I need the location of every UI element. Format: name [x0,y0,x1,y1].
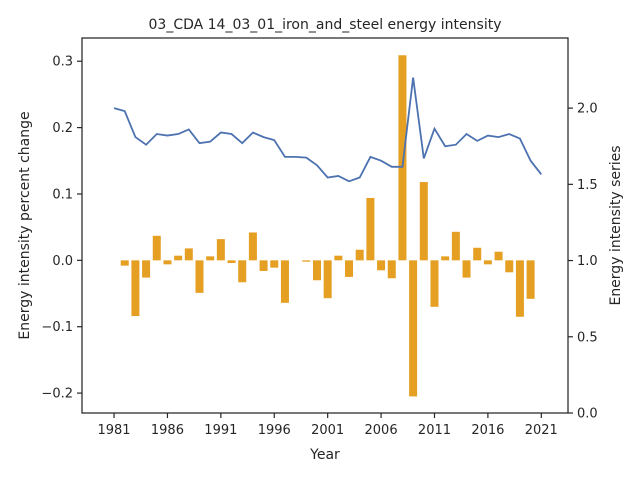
y-left-tick-label: −0.1 [41,320,73,335]
y-left-tick-label: 0.1 [52,187,73,202]
bar-1985 [152,235,161,261]
bar-1982 [120,260,129,266]
bar-1996 [270,260,279,268]
y-right-tick-label: 0.0 [577,407,598,422]
x-tick-label: 2016 [471,423,504,438]
y-axis-right: 0.0 0.5 1.0 1.5 2.0 [568,102,598,422]
x-tick-label: 2011 [418,423,451,438]
y-right-tick-label: 2.0 [577,102,598,117]
x-tick-label: 1981 [97,423,130,438]
x-axis-title: Year [309,447,340,463]
x-tick-label: 1991 [204,423,237,438]
y-right-tick-label: 0.5 [577,330,598,345]
bar-2012 [441,256,450,261]
bar-1997 [280,260,289,303]
x-axis: 1981 1986 1991 1996 2001 2006 2011 2016 2021 [97,413,558,438]
x-tick-label: 1986 [151,423,184,438]
bar-series [120,55,535,397]
bar-1991 [216,239,225,261]
bar-2005 [366,197,375,261]
bar-1989 [195,260,204,293]
bar-1999 [302,260,311,262]
chart-title: 03_CDA 14_03_01_iron_and_steel energy in… [149,17,502,33]
bar-2014 [462,260,471,278]
bar-2018 [505,260,514,273]
y-left-tick-label: 0.2 [52,121,73,136]
bar-1984 [142,260,151,278]
y-left-tick-label: 0.0 [52,254,73,269]
y-axis-right-title: Energy intensity series [608,145,624,305]
bar-2004 [355,249,364,261]
bar-1983 [131,260,140,317]
bar-2006 [377,260,386,271]
energy-intensity-series-line [113,77,543,183]
bar-2016 [483,260,492,265]
y-left-tick-label: 0.3 [52,55,73,70]
x-tick-label: 2001 [311,423,344,438]
y-left-tick-label: −0.2 [41,387,73,402]
bar-2011 [430,260,439,307]
y-right-tick-label: 1.5 [577,178,598,193]
bar-2010 [419,182,428,261]
bar-2002 [334,255,343,261]
bar-2007 [387,260,396,279]
bar-2000 [312,260,321,281]
y-axis-left: −0.2 −0.1 0.0 0.1 0.2 0.3 [41,55,82,402]
bar-1994 [248,232,257,261]
bar-2008 [398,55,407,261]
bar-2003 [345,260,354,277]
bar-2017 [494,251,503,261]
bar-2001 [323,260,332,299]
y-right-tick-label: 1.0 [577,254,598,269]
bar-2009 [409,260,418,397]
bar-1987 [174,255,183,261]
bar-1986 [163,260,172,265]
bar-2019 [515,260,524,317]
bar-2013 [451,231,460,261]
bar-1995 [259,260,268,271]
plot-frame [81,37,569,414]
bar-2015 [473,247,482,261]
x-tick-label: 2021 [525,423,558,438]
x-tick-label: 2006 [365,423,398,438]
bar-2020 [526,260,535,299]
y-axis-left-title: Energy intensity percent change [17,111,33,339]
x-tick-label: 1996 [258,423,291,438]
bar-1990 [206,256,215,261]
bar-1988 [184,248,193,261]
bar-1992 [227,260,236,263]
bar-1993 [238,260,247,283]
